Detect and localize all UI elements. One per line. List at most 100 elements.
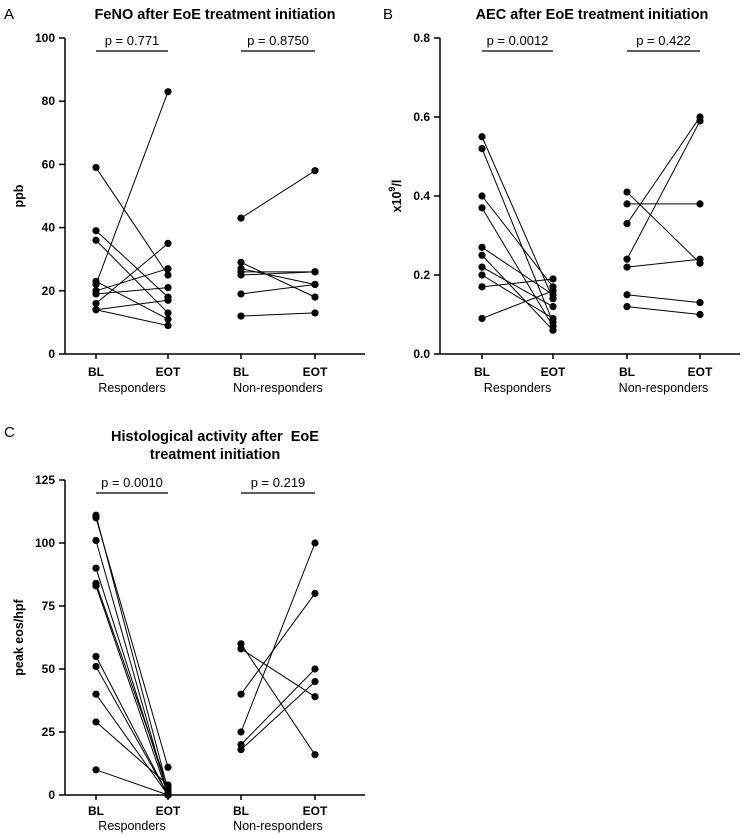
paired-line-responders <box>481 274 554 319</box>
paired-line-responders <box>95 517 169 768</box>
data-point-responders-eot <box>164 296 172 304</box>
data-point-responders-bl <box>92 236 100 244</box>
paired-line-non-responders <box>626 191 701 264</box>
data-point-responders-bl <box>478 251 486 259</box>
data-point-responders-bl <box>478 314 486 323</box>
data-point-non-responders-bl <box>237 728 245 736</box>
data-point-non-responders-bl <box>237 640 245 648</box>
paired-line-responders <box>95 268 169 292</box>
data-point-responders-eot <box>164 763 172 771</box>
data-point-responders-eot <box>164 315 172 323</box>
data-point-non-responders-bl <box>237 258 245 266</box>
group-label-responders: Responders <box>98 819 165 833</box>
y-tick-label: 60 <box>42 157 56 171</box>
p-value-label: p = 0.422 <box>636 33 691 48</box>
y-axis-title-text: ppb <box>12 184 26 207</box>
group-label-non-responders: Non-responders <box>233 381 323 395</box>
data-point-non-responders-eot <box>311 751 319 759</box>
data-point-responders-bl <box>92 536 100 545</box>
y-axis-title-superscript: 9 <box>387 187 397 192</box>
y-axis-title-text: peak eos/hpf <box>12 598 26 675</box>
group-label-non-responders: Non-responders <box>619 381 709 395</box>
y-axis-title-suffix: /l <box>390 180 404 187</box>
group-label-non-responders: Non-responders <box>233 819 323 833</box>
panel-c: C Histological activity after EoE treatmen… <box>4 424 365 833</box>
y-tick-label: 0 <box>48 788 55 802</box>
paired-line-non-responders <box>240 271 316 276</box>
paired-line-responders <box>481 136 554 299</box>
paired-line-non-responders <box>626 306 701 315</box>
y-tick-label: 0.0 <box>413 347 430 361</box>
data-point-responders-bl <box>478 133 486 141</box>
data-point-non-responders-bl <box>623 200 631 208</box>
y-axis-title: x109/l <box>387 180 404 213</box>
condition-label-bl: BL <box>474 365 490 379</box>
paired-line-non-responders <box>240 668 316 745</box>
paired-line-responders <box>481 266 554 308</box>
data-point-responders-eot <box>549 326 557 334</box>
data-point-responders-bl <box>92 290 100 298</box>
data-point-non-responders-bl <box>237 290 245 298</box>
paired-line-responders <box>95 568 169 793</box>
data-point-responders-eot <box>549 287 557 295</box>
data-point-responders-eot <box>549 314 557 323</box>
y-tick-label: 0 <box>48 347 55 361</box>
panel-label: A <box>4 6 14 23</box>
data-point-responders-eot <box>164 791 172 799</box>
data-point-non-responders-eot <box>311 539 319 547</box>
y-tick-label: 50 <box>42 662 56 676</box>
condition-label-eot: EOT <box>303 804 328 818</box>
panel-label: C <box>4 424 15 441</box>
data-point-non-responders-bl <box>623 263 631 271</box>
data-point-responders-bl <box>478 192 486 200</box>
data-point-non-responders-bl <box>237 645 245 653</box>
y-tick-label: 100 <box>35 536 55 550</box>
data-point-non-responders-bl <box>623 188 631 196</box>
condition-label-eot: EOT <box>156 365 181 379</box>
data-point-non-responders-bl <box>237 271 245 279</box>
paired-line-responders <box>481 254 554 331</box>
data-point-responders-bl <box>92 766 100 774</box>
data-point-non-responders-eot <box>311 309 319 317</box>
data-point-responders-bl <box>478 271 486 279</box>
data-point-responders-eot <box>164 284 172 292</box>
y-tick-label: 75 <box>42 599 56 613</box>
data-point-non-responders-bl <box>237 746 245 754</box>
paired-line-responders <box>95 721 169 786</box>
data-point-non-responders-eot <box>311 268 319 276</box>
data-point-responders-bl <box>92 280 100 289</box>
data-point-non-responders-bl <box>237 690 245 698</box>
data-point-responders-eot <box>164 271 172 279</box>
data-point-non-responders-bl <box>237 312 245 320</box>
data-point-responders-bl <box>92 514 100 522</box>
paired-line-non-responders <box>626 116 701 224</box>
data-point-responders-bl <box>92 662 100 671</box>
p-value-label: p = 0.0012 <box>487 33 549 48</box>
y-tick-label: 0.2 <box>413 268 430 282</box>
paired-line-responders <box>95 299 169 311</box>
condition-label-bl: BL <box>233 365 249 379</box>
condition-label-bl: BL <box>619 365 635 379</box>
paired-line-responders <box>481 290 554 319</box>
paired-line-responders <box>481 148 554 323</box>
paired-line-non-responders <box>240 312 316 317</box>
y-tick-label: 40 <box>42 221 56 235</box>
data-point-non-responders-bl <box>623 220 631 228</box>
paired-line-responders <box>481 278 554 288</box>
data-point-responders-bl <box>92 652 100 661</box>
chart-title-line: treatment initiation <box>150 447 281 463</box>
y-tick-label: 0.8 <box>413 31 430 45</box>
data-point-non-responders-bl <box>623 291 631 299</box>
y-axis-title: peak eos/hpf <box>12 598 26 675</box>
data-point-responders-bl <box>92 306 100 314</box>
data-point-non-responders-eot <box>311 167 319 175</box>
paired-line-responders <box>95 167 169 276</box>
data-point-non-responders-eot <box>696 310 704 319</box>
paired-line-responders <box>95 583 169 788</box>
data-point-non-responders-eot <box>311 693 319 701</box>
group-label-responders: Responders <box>98 381 165 395</box>
data-point-responders-bl <box>478 283 486 291</box>
paired-line-non-responders <box>626 294 701 304</box>
paired-line-non-responders <box>240 170 316 219</box>
